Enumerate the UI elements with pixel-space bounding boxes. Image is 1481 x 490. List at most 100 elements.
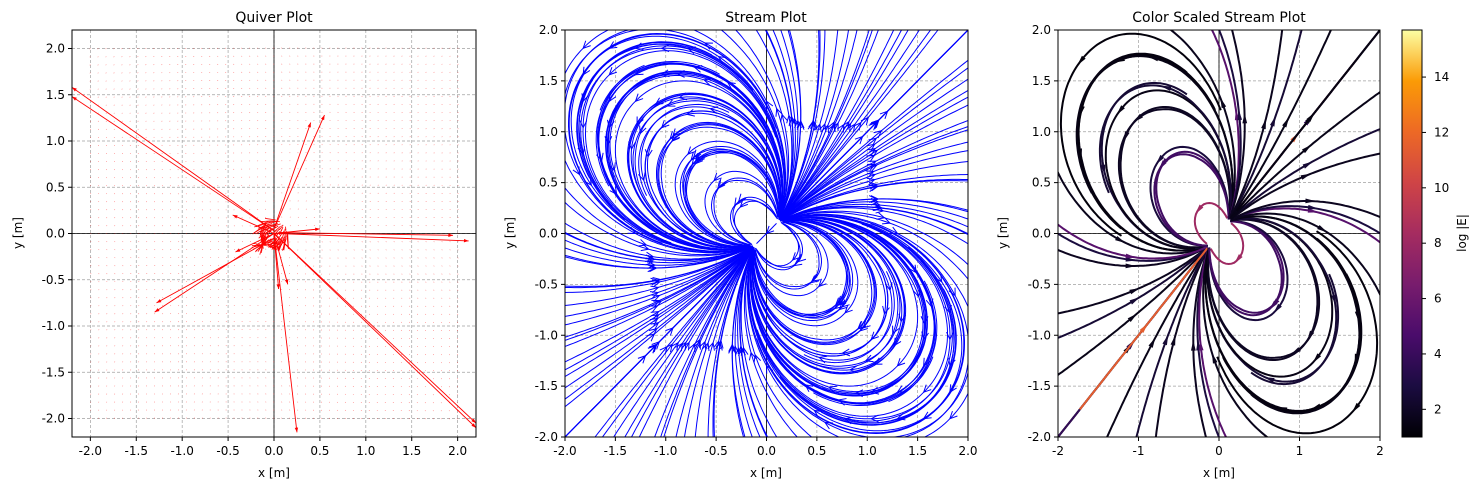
streamline-arrowhead — [740, 346, 749, 356]
streamline — [753, 220, 873, 343]
quiver-arrow — [281, 280, 283, 282]
quiver-arrow — [193, 313, 196, 315]
y-tick-label: 0.5 — [46, 180, 65, 194]
quiver-arrow — [369, 241, 371, 243]
streamline-arrowhead — [1162, 334, 1169, 346]
quiver-arrow — [409, 103, 411, 106]
quiver-arrow — [393, 128, 395, 130]
quiver-arrow — [281, 288, 283, 291]
colorbar-tick-label: 12 — [1434, 125, 1449, 139]
x-tick-label: -2.0 — [553, 444, 576, 458]
streamline — [1135, 248, 1209, 437]
streamline-arrowhead — [921, 331, 929, 341]
streamline-arrowhead — [664, 343, 673, 353]
quiver-arrow — [267, 241, 272, 244]
x-tick-label: 0 — [1215, 444, 1223, 458]
quiver-arrow — [114, 193, 116, 195]
streamline — [658, 126, 780, 247]
quiver-arrow — [241, 95, 243, 98]
quiver-arrow — [130, 409, 132, 411]
quiver-arrow — [257, 79, 259, 81]
quiver-arrow — [313, 409, 315, 411]
quiver-arrow — [449, 47, 451, 49]
quiver-arrow — [400, 353, 402, 356]
streamline-arrowhead — [678, 341, 687, 351]
quiver-arrow — [416, 394, 418, 396]
quiver-arrow — [265, 111, 267, 114]
quiver-arrow — [409, 249, 411, 251]
quiver-arrow — [153, 112, 155, 114]
quiver-arrow — [377, 241, 379, 243]
streamline-arrowhead — [1305, 198, 1316, 204]
streamline — [707, 247, 754, 437]
quiver-arrow — [252, 223, 267, 235]
quiver-arrow — [161, 209, 164, 211]
streamline — [684, 152, 780, 247]
quiver-arrow — [441, 79, 443, 81]
streamline-arrowhead — [1155, 154, 1165, 165]
y-tick-label: -1.0 — [535, 328, 558, 342]
quiver-arrow — [121, 88, 123, 90]
streamline-arrowhead — [879, 110, 889, 119]
quiver-arrow — [265, 168, 267, 170]
quiver-arrow — [122, 369, 124, 371]
quiver-arrow — [377, 249, 379, 251]
streamline — [767, 218, 903, 374]
y-tick-label: 1.0 — [46, 134, 65, 148]
streamline-arrowhead — [702, 78, 713, 86]
quiver-arrow — [249, 209, 251, 211]
quiver-arrow — [337, 297, 339, 299]
quiver-arrow — [129, 88, 131, 90]
y-tick-label: 0.0 — [539, 227, 558, 241]
quiver-arrow — [185, 345, 187, 347]
quiver-arrow — [369, 111, 371, 114]
quiver-arrow — [137, 88, 139, 90]
quiver-arrowhead — [321, 115, 325, 121]
quiver-arrow — [305, 265, 307, 267]
quiver-arrow — [433, 87, 435, 89]
quiver-arrow — [162, 217, 164, 219]
quiver-arrow — [193, 305, 196, 307]
streamline-arrowhead — [834, 297, 844, 306]
y-tick-label: 1.0 — [539, 125, 558, 139]
quiver-arrow — [272, 223, 281, 228]
quiver-arrow — [337, 241, 339, 243]
streamline-arrowhead — [865, 170, 875, 178]
y-tick-label: 2.0 — [46, 42, 65, 56]
quiver-arrow — [193, 321, 195, 323]
quiver-ylabel: y [m] — [11, 217, 25, 249]
streamline — [626, 93, 782, 249]
y-tick-label: -1.0 — [42, 319, 65, 333]
quiver-arrow — [425, 79, 427, 81]
quiver-arrow — [393, 103, 395, 106]
quiver-arrow — [425, 55, 427, 57]
x-tick-label: 1 — [1296, 444, 1304, 458]
quiver-arrow — [177, 321, 180, 323]
quiver-arrow — [271, 220, 280, 223]
quiver-arrow — [265, 152, 267, 154]
quiver-arrow — [416, 378, 418, 380]
quiver-arrow — [257, 144, 259, 146]
quiver-arrow — [233, 71, 235, 73]
quiver-arrow — [369, 119, 371, 122]
quiver-arrow — [154, 361, 156, 363]
streamline-arrowhead — [1273, 303, 1282, 314]
streamline-arrowhead — [728, 345, 737, 354]
quiver-arrow — [393, 249, 395, 251]
quiver-arrow — [289, 353, 291, 355]
streamline-arrowhead — [645, 254, 654, 263]
streamline-arrowhead — [651, 294, 661, 302]
quiver-arrow — [385, 120, 387, 122]
x-tick-label: 1.5 — [402, 444, 421, 458]
quiver-arrow — [217, 176, 219, 179]
streamline — [720, 30, 788, 218]
quiver-arrow — [416, 362, 418, 364]
streamline-arrowhead — [872, 200, 882, 209]
streamline-arrowhead — [807, 121, 816, 131]
quiver-arrow — [417, 95, 419, 97]
streamline-arrowhead — [1312, 353, 1322, 363]
quiver-arrow — [424, 394, 426, 396]
quiver-arrow — [345, 249, 347, 251]
streamline — [781, 96, 968, 219]
quiver-arrow — [297, 401, 299, 403]
